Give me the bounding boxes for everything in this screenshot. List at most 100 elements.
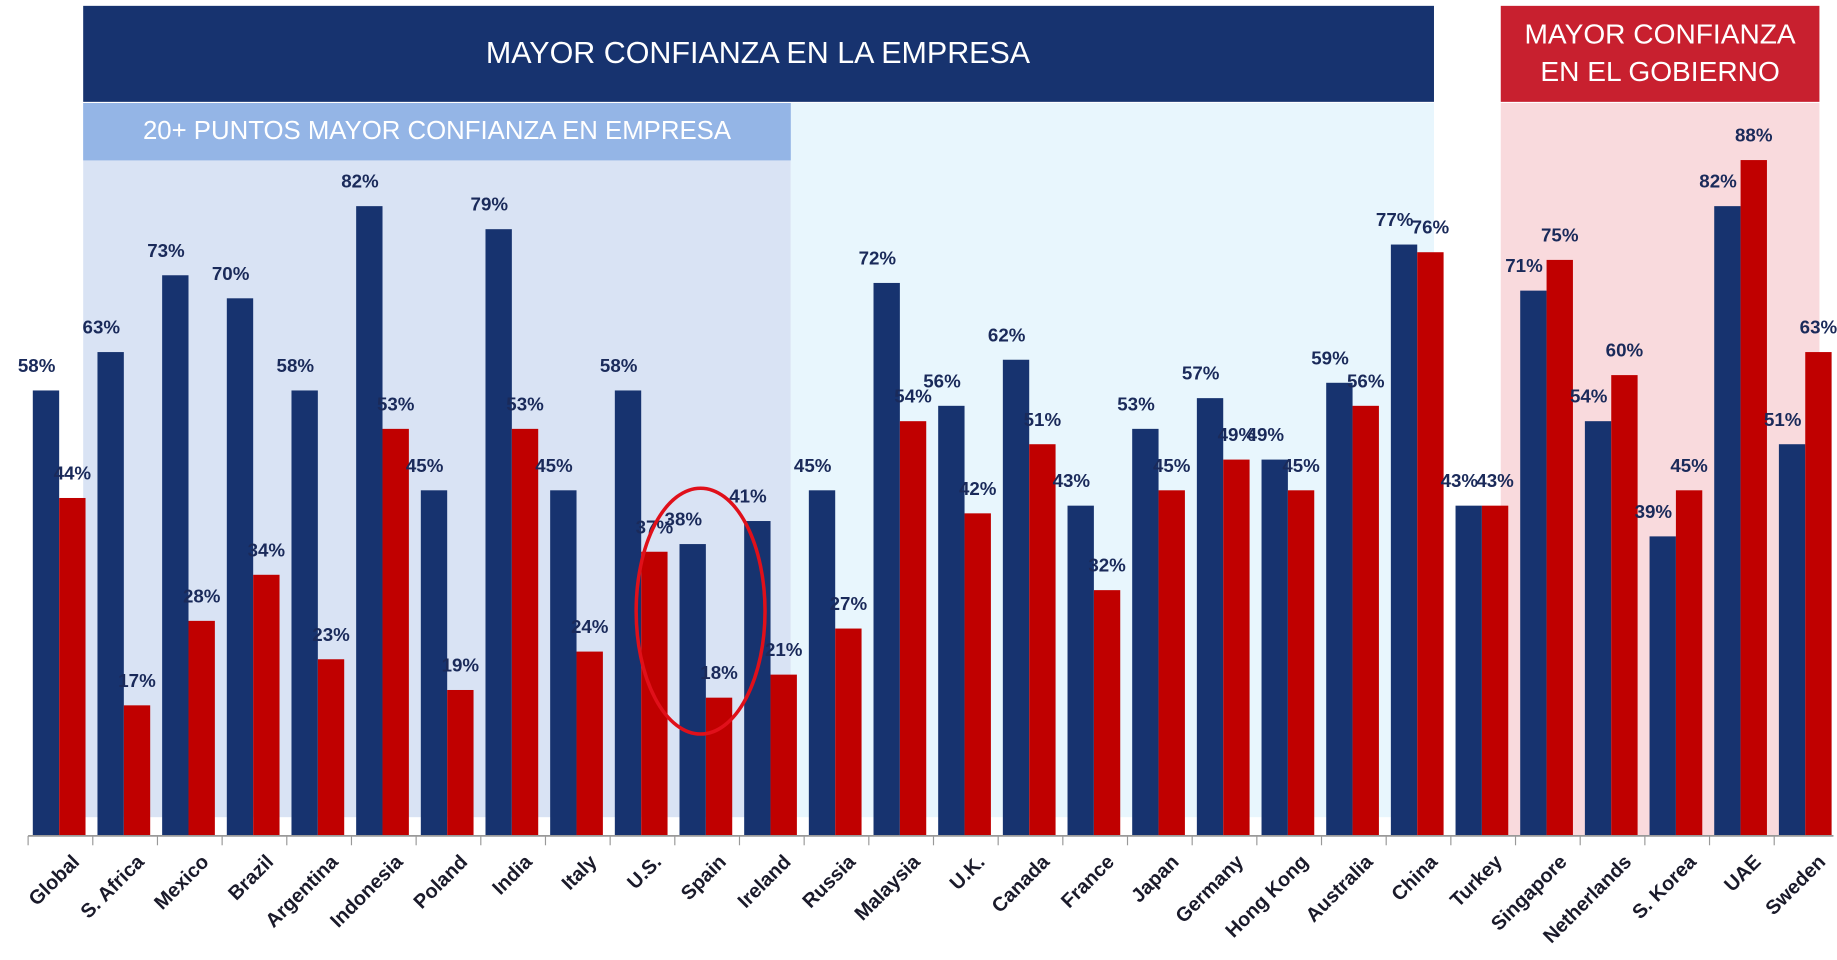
x-tick-label: U.K. bbox=[946, 851, 990, 895]
bar bbox=[162, 275, 189, 836]
bar bbox=[835, 628, 862, 836]
bar bbox=[679, 544, 706, 836]
x-tick-label: Mexico bbox=[150, 851, 213, 914]
bar bbox=[744, 521, 771, 836]
x-tick-label: India bbox=[488, 850, 537, 899]
bar bbox=[808, 490, 836, 836]
x-tick-label: Russia bbox=[798, 850, 860, 912]
bar bbox=[1067, 505, 1094, 836]
x-tick-label: U.S. bbox=[623, 851, 666, 894]
value-label: 77% bbox=[1376, 209, 1414, 230]
value-label: 41% bbox=[729, 486, 767, 507]
value-label: 21% bbox=[765, 639, 803, 660]
x-tick-label: Australia bbox=[1302, 850, 1378, 926]
value-label: 56% bbox=[923, 370, 961, 391]
x-tick-label: Poland bbox=[410, 851, 472, 913]
bar bbox=[1352, 405, 1379, 836]
x-tick-label: Italy bbox=[558, 851, 602, 895]
value-label: 53% bbox=[506, 393, 544, 414]
bar bbox=[1778, 444, 1806, 836]
x-tick-label: S. Africa bbox=[77, 850, 150, 923]
bar bbox=[97, 352, 124, 836]
bar bbox=[59, 497, 86, 836]
bar bbox=[576, 651, 603, 836]
value-label: 58% bbox=[277, 355, 315, 376]
value-label: 82% bbox=[341, 171, 379, 192]
x-tick-label: Turkey bbox=[1446, 851, 1507, 912]
value-label: 43% bbox=[1476, 470, 1514, 491]
bar bbox=[226, 298, 254, 836]
bar bbox=[32, 390, 60, 836]
value-label: 53% bbox=[377, 393, 415, 414]
bar bbox=[1002, 359, 1030, 836]
value-label: 58% bbox=[600, 355, 638, 376]
x-tick-label: Malaysia bbox=[851, 850, 926, 925]
value-label: 72% bbox=[859, 247, 897, 268]
bar bbox=[1390, 244, 1418, 836]
banner-text: MAYOR CONFIANZA EN LA EMPRESA bbox=[486, 36, 1031, 70]
x-tick-label: Brazil bbox=[224, 851, 278, 905]
bar bbox=[447, 689, 474, 836]
value-label: 43% bbox=[1441, 470, 1479, 491]
value-label: 56% bbox=[1347, 370, 1385, 391]
bar bbox=[1611, 375, 1638, 836]
bar bbox=[938, 405, 965, 836]
bar bbox=[1520, 290, 1547, 836]
x-tick-label: Sweden bbox=[1761, 851, 1830, 920]
bar bbox=[291, 390, 318, 836]
bar bbox=[123, 705, 151, 836]
bar bbox=[705, 697, 733, 836]
bar bbox=[356, 206, 383, 836]
value-label: 49% bbox=[1218, 424, 1256, 445]
value-label: 39% bbox=[1635, 501, 1673, 522]
bar bbox=[1714, 206, 1741, 836]
banner-text: 20+ PUNTOS MAYOR CONFIANZA EN EMPRESA bbox=[143, 117, 732, 145]
bar bbox=[1455, 505, 1482, 836]
value-label: 43% bbox=[1053, 470, 1091, 491]
banner-text: EN EL GOBIERNO bbox=[1540, 56, 1779, 87]
value-label: 63% bbox=[1800, 317, 1837, 338]
business-banner bbox=[83, 5, 1434, 102]
bar bbox=[1132, 428, 1159, 836]
bar bbox=[1584, 421, 1612, 836]
bar bbox=[1805, 352, 1832, 836]
x-tick-label: Spain bbox=[677, 851, 731, 905]
value-label: 18% bbox=[700, 662, 738, 683]
value-label: 45% bbox=[794, 455, 832, 476]
bar bbox=[420, 490, 448, 836]
bar bbox=[899, 421, 927, 836]
bar bbox=[1261, 459, 1288, 836]
x-tick-label: Japan bbox=[1127, 851, 1183, 907]
bar bbox=[1326, 382, 1353, 836]
value-label: 45% bbox=[1153, 455, 1191, 476]
bar bbox=[1029, 444, 1056, 836]
value-label: 23% bbox=[312, 624, 350, 645]
bar bbox=[770, 674, 797, 836]
bar bbox=[1675, 490, 1703, 836]
bar bbox=[1287, 490, 1315, 836]
highlight-circle bbox=[634, 486, 767, 736]
value-label: 44% bbox=[54, 463, 92, 484]
value-label: 51% bbox=[1024, 409, 1062, 430]
value-label: 70% bbox=[212, 263, 250, 284]
bar bbox=[1417, 252, 1444, 836]
x-tick-label: UAE bbox=[1720, 851, 1765, 896]
banner-text: MAYOR CONFIANZA bbox=[1525, 19, 1796, 50]
value-label: 42% bbox=[959, 478, 997, 499]
value-label: 19% bbox=[442, 655, 480, 676]
value-label: 45% bbox=[406, 455, 444, 476]
value-label: 59% bbox=[1311, 347, 1349, 368]
value-label: 53% bbox=[1117, 393, 1155, 414]
bar bbox=[1223, 459, 1250, 836]
value-label: 75% bbox=[1541, 224, 1579, 245]
bar bbox=[317, 659, 345, 836]
value-label: 45% bbox=[535, 455, 573, 476]
bar bbox=[550, 490, 577, 836]
business-20-banner bbox=[83, 103, 791, 161]
bar bbox=[1649, 536, 1676, 836]
value-label: 34% bbox=[248, 539, 286, 560]
value-label: 45% bbox=[1670, 455, 1708, 476]
value-label: 71% bbox=[1505, 255, 1543, 276]
x-tick-label: S. Korea bbox=[1628, 850, 1701, 923]
value-label: 45% bbox=[1282, 455, 1320, 476]
